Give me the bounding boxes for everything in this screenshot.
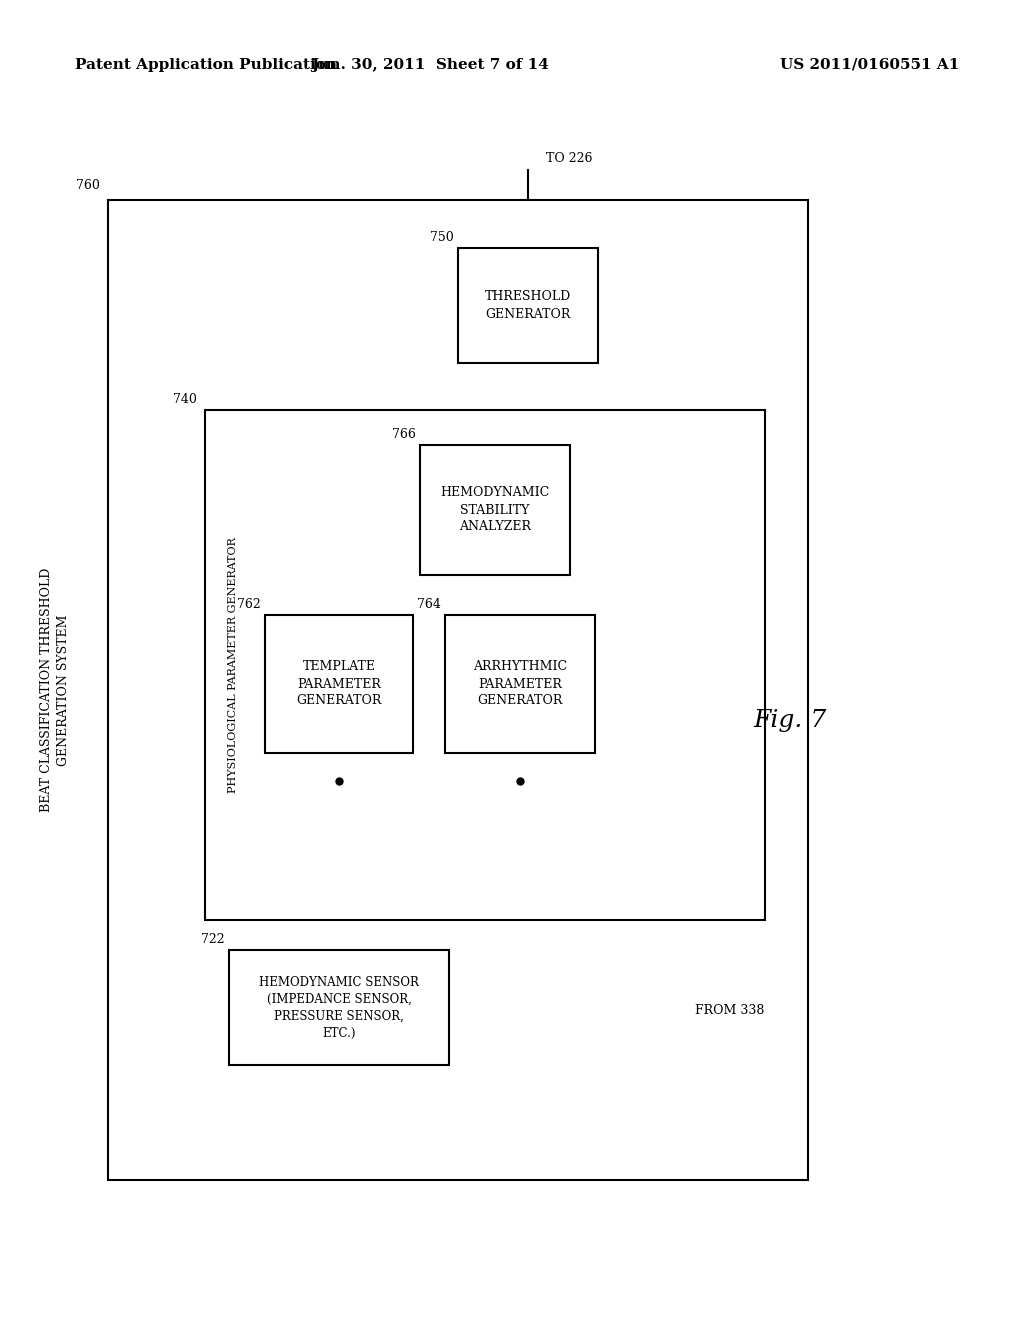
Text: HEMODYNAMIC SENSOR
(IMPEDANCE SENSOR,
PRESSURE SENSOR,
ETC.): HEMODYNAMIC SENSOR (IMPEDANCE SENSOR, PR…: [259, 975, 419, 1040]
Bar: [420, 445, 570, 576]
Text: 760: 760: [76, 180, 100, 191]
Text: FROM 338: FROM 338: [695, 1003, 764, 1016]
Bar: [229, 950, 449, 1065]
Text: 762: 762: [238, 598, 261, 611]
Text: US 2011/0160551 A1: US 2011/0160551 A1: [780, 58, 959, 73]
Bar: [108, 201, 808, 1180]
Text: Jun. 30, 2011  Sheet 7 of 14: Jun. 30, 2011 Sheet 7 of 14: [311, 58, 549, 73]
Text: TEMPLATE
PARAMETER
GENERATOR: TEMPLATE PARAMETER GENERATOR: [296, 660, 382, 708]
Text: THRESHOLD
GENERATOR: THRESHOLD GENERATOR: [485, 290, 571, 321]
Bar: [205, 411, 765, 920]
Text: Fig. 7: Fig. 7: [754, 709, 826, 731]
Text: 740: 740: [173, 393, 197, 407]
Bar: [445, 615, 595, 752]
Text: PHYSIOLOGICAL PARAMETER GENERATOR: PHYSIOLOGICAL PARAMETER GENERATOR: [228, 537, 238, 793]
Text: 722: 722: [202, 933, 225, 946]
Text: ARRHYTHMIC
PARAMETER
GENERATOR: ARRHYTHMIC PARAMETER GENERATOR: [473, 660, 567, 708]
Text: HEMODYNAMIC
STABILITY
ANALYZER: HEMODYNAMIC STABILITY ANALYZER: [440, 487, 550, 533]
Text: Patent Application Publication: Patent Application Publication: [75, 58, 337, 73]
Text: 766: 766: [392, 428, 416, 441]
Text: 750: 750: [430, 231, 454, 244]
Text: 764: 764: [417, 598, 441, 611]
Text: BEAT CLASSIFICATION THRESHOLD
GENERATION SYSTEM: BEAT CLASSIFICATION THRESHOLD GENERATION…: [40, 568, 70, 812]
Bar: [458, 248, 598, 363]
Text: TO 226: TO 226: [546, 152, 593, 165]
Bar: [265, 615, 413, 752]
